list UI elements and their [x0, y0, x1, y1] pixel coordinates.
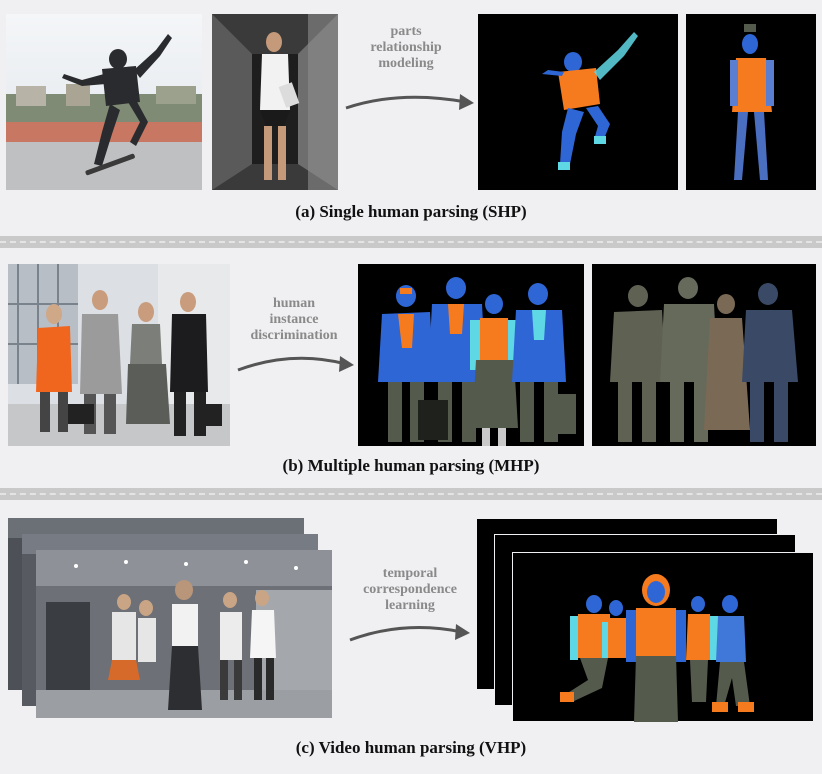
shp-caption: (a) Single human parsing (SHP)	[295, 202, 527, 221]
arrow-label-line: parts	[390, 24, 422, 39]
shp-woman-mask	[686, 14, 816, 190]
vhp-arrow	[349, 624, 470, 642]
arrow-label-line: discrimination	[250, 328, 338, 343]
arrow-label-line: correspondence	[363, 582, 457, 597]
vhp-arrow-label: temporal correspondence learning	[348, 566, 472, 614]
mhp-part-mask	[358, 264, 584, 446]
arrow-label-line: temporal	[382, 566, 438, 581]
vhp-caption: (c) Video human parsing (VHP)	[295, 738, 527, 757]
shp-arrow-label: parts relationship modeling	[346, 24, 466, 72]
mhp-instance-mask	[592, 264, 816, 446]
shp-woman-corridor-photo	[212, 14, 338, 190]
section-divider	[0, 236, 822, 248]
section-divider	[0, 488, 822, 500]
vhp-video-frame	[36, 550, 332, 718]
arrow-label-line: modeling	[378, 56, 434, 71]
arrow-label-line: learning	[385, 598, 435, 613]
shp-skateboarder-photo	[6, 14, 202, 190]
arrow-label-line: human	[272, 296, 316, 311]
mhp-caption: (b) Multiple human parsing (MHP)	[282, 456, 540, 475]
vhp-parsing-mask	[512, 552, 814, 722]
mhp-group-photo	[8, 264, 230, 446]
shp-skateboarder-mask	[478, 14, 678, 190]
mhp-arrow	[237, 356, 354, 372]
shp-arrow	[345, 94, 474, 110]
mhp-arrow-label: human instance discrimination	[232, 296, 356, 344]
arrow-label-line: relationship	[370, 40, 442, 55]
arrow-label-line: instance	[269, 312, 319, 327]
